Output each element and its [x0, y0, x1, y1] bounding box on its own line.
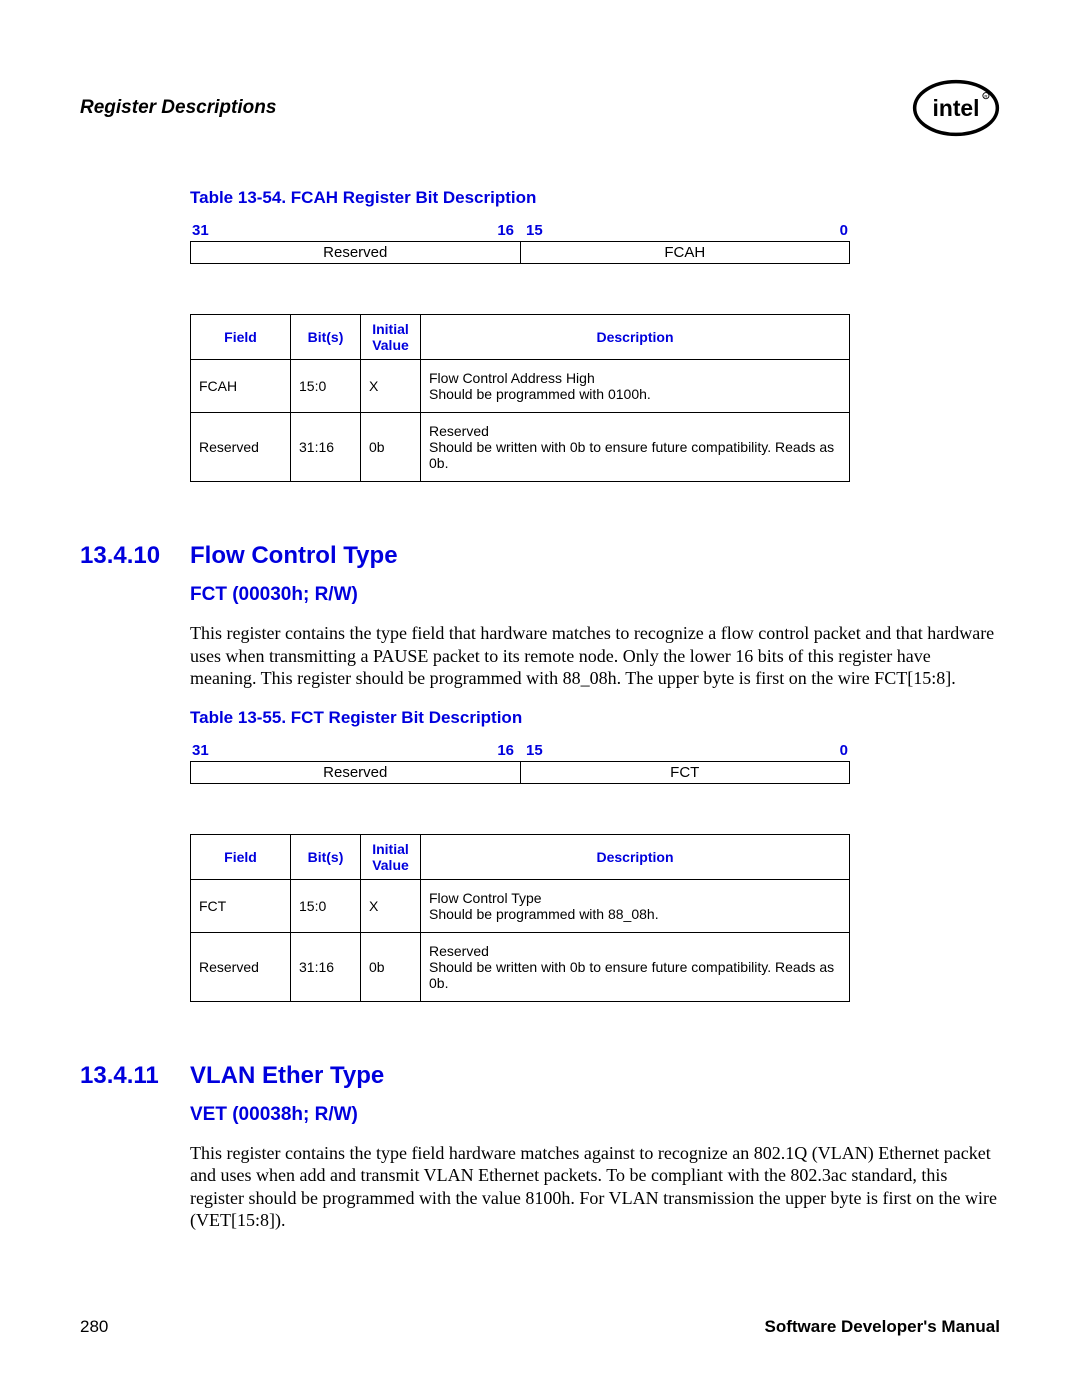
section-number: 13.4.11 — [80, 1062, 190, 1090]
bit-0: 0 — [840, 222, 848, 239]
cell-desc: Flow Control Type Should be programmed w… — [421, 879, 850, 932]
section-title: VLAN Ether Type — [190, 1062, 384, 1090]
intel-logo: intel R — [912, 78, 1000, 138]
table-row: FCAH 15:0 X Flow Control Address High Sh… — [191, 360, 850, 413]
cell-init: 0b — [361, 413, 421, 482]
page-number: 280 — [80, 1317, 108, 1337]
table-header-row: Field Bit(s) Initial Value Description — [191, 315, 850, 360]
svg-text:intel: intel — [932, 95, 979, 121]
cell-bits: 15:0 — [291, 879, 361, 932]
bit-15: 15 — [526, 742, 543, 759]
cell-bits: 31:16 — [291, 413, 361, 482]
cell-field: Reserved — [191, 932, 291, 1001]
th-bits: Bit(s) — [291, 834, 361, 879]
bit-0: 0 — [840, 742, 848, 759]
register-subtitle: VET (00038h; R/W) — [190, 1104, 1000, 1126]
header-title: Register Descriptions — [80, 97, 276, 119]
th-desc: Description — [421, 834, 850, 879]
bitfield-table-55: Reserved FCT — [190, 761, 850, 784]
bitfield-right: FCT — [520, 761, 850, 783]
bit-16: 16 — [497, 742, 514, 759]
th-init: Initial Value — [361, 315, 421, 360]
th-bits: Bit(s) — [291, 315, 361, 360]
cell-field: FCT — [191, 879, 291, 932]
table-row: Reserved 31:16 0b Reserved Should be wri… — [191, 932, 850, 1001]
th-field: Field — [191, 315, 291, 360]
page-header: Register Descriptions intel R — [80, 78, 1000, 138]
section-body: This register contains the type field th… — [190, 622, 1000, 690]
th-field: Field — [191, 834, 291, 879]
page-footer: 280 Software Developer's Manual — [80, 1317, 1000, 1337]
cell-desc: Reserved Should be written with 0b to en… — [421, 932, 850, 1001]
desc-table-54: Field Bit(s) Initial Value Description F… — [190, 314, 850, 482]
bitfield-table-54: Reserved FCAH — [190, 241, 850, 264]
cell-init: X — [361, 879, 421, 932]
table-54-caption: Table 13-54. FCAH Register Bit Descripti… — [190, 188, 1000, 208]
bit-header-row-54: 31 16 15 0 — [190, 222, 850, 241]
table-row: Reserved FCT — [191, 761, 850, 783]
bit-31: 31 — [192, 222, 209, 239]
bitfield-left: Reserved — [191, 761, 521, 783]
section-title: Flow Control Type — [190, 542, 398, 570]
table-header-row: Field Bit(s) Initial Value Description — [191, 834, 850, 879]
bit-31: 31 — [192, 742, 209, 759]
bit-15: 15 — [526, 222, 543, 239]
cell-init: 0b — [361, 932, 421, 1001]
table-row: FCT 15:0 X Flow Control Type Should be p… — [191, 879, 850, 932]
section-13-4-11: 13.4.11 VLAN Ether Type — [80, 1062, 1000, 1090]
cell-field: FCAH — [191, 360, 291, 413]
th-init: Initial Value — [361, 834, 421, 879]
table-row: Reserved 31:16 0b Reserved Should be wri… — [191, 413, 850, 482]
bit-header-row-55: 31 16 15 0 — [190, 742, 850, 761]
cell-bits: 15:0 — [291, 360, 361, 413]
th-desc: Description — [421, 315, 850, 360]
desc-table-55: Field Bit(s) Initial Value Description F… — [190, 834, 850, 1002]
cell-bits: 31:16 — [291, 932, 361, 1001]
section-body: This register contains the type field ha… — [190, 1142, 1000, 1232]
bitfield-right: FCAH — [520, 242, 850, 264]
doc-title: Software Developer's Manual — [764, 1317, 1000, 1337]
cell-desc: Flow Control Address High Should be prog… — [421, 360, 850, 413]
section-13-4-10: 13.4.10 Flow Control Type — [80, 542, 1000, 570]
bit-16: 16 — [497, 222, 514, 239]
section-number: 13.4.10 — [80, 542, 190, 570]
cell-init: X — [361, 360, 421, 413]
register-subtitle: FCT (00030h; R/W) — [190, 584, 1000, 606]
cell-field: Reserved — [191, 413, 291, 482]
svg-text:R: R — [984, 94, 987, 99]
bitfield-left: Reserved — [191, 242, 521, 264]
table-55-caption: Table 13-55. FCT Register Bit Descriptio… — [190, 708, 1000, 728]
cell-desc: Reserved Should be written with 0b to en… — [421, 413, 850, 482]
table-row: Reserved FCAH — [191, 242, 850, 264]
